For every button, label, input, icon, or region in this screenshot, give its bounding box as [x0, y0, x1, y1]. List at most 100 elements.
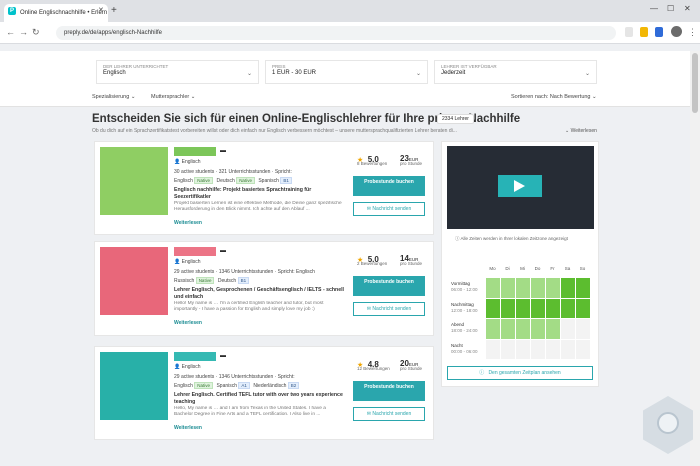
teacher-photo[interactable]: [100, 247, 168, 315]
teacher-photo[interactable]: [100, 147, 168, 215]
rating-value: 5.0: [367, 155, 379, 164]
availability-cell: [516, 278, 530, 298]
time-slot-label: Nachmittag 12:00 - 18:00: [451, 302, 478, 313]
weekday-label: Do: [534, 266, 541, 271]
chevron-down-icon: ⌄: [415, 71, 421, 77]
teacher-name[interactable]: [174, 247, 216, 256]
weekday-label: Mi: [520, 266, 525, 271]
country-flag-icon: ▬: [220, 353, 226, 359]
slot-time: 18:00 - 24:00: [451, 327, 478, 333]
weekday-label: So: [579, 266, 586, 271]
teacher-card[interactable]: ▬ 👤 Englisch 30 active students · 321 Un…: [94, 141, 434, 235]
read-more-link[interactable]: Weiterlesen: [174, 320, 202, 326]
minimize-icon[interactable]: —: [650, 4, 658, 13]
book-trial-button[interactable]: Probestunde buchen: [353, 176, 425, 196]
browser-tab[interactable]: Online Englischnachhilfe • Erlern: [4, 4, 108, 22]
availability-filter[interactable]: Lehrer ist verfügbar Jederzeit ⌄: [434, 60, 597, 84]
languages-list: Russisch Native Deutsch B1: [174, 277, 251, 284]
forward-icon[interactable]: →: [19, 27, 28, 37]
language-name: Englisch: [174, 383, 193, 389]
slot-name: Nachmittag: [451, 302, 474, 307]
availability-cell: [501, 340, 515, 359]
teacher-count-badge: 2334 Lehrer: [437, 114, 474, 124]
teacher-description: Hello! My name is … I'm a certified Engl…: [174, 301, 324, 312]
review-count: 12 Bewertungen: [357, 366, 390, 371]
book-trial-button[interactable]: Probestunde buchen: [353, 381, 425, 401]
availability-cell: [546, 299, 560, 318]
scrollbar[interactable]: [690, 51, 700, 466]
teacher-headline: Lehrer Englisch, Gesprochenen / Geschäft…: [174, 287, 344, 300]
language-level-tag: B1: [280, 177, 292, 184]
teacher-stats: 29 active students · 1346 Unterrichtsstu…: [174, 269, 315, 275]
sort-dropdown[interactable]: Sortieren nach: Nach Bewertung ⌄: [511, 94, 597, 100]
send-message-button[interactable]: ✉ Nachricht senden: [353, 202, 425, 216]
country-flag-icon: ▬: [220, 148, 226, 154]
close-tab-icon[interactable]: ✕: [98, 7, 104, 14]
language-level-tag: Native: [194, 382, 214, 389]
country-flag-icon: ▬: [220, 248, 226, 254]
filter-value: Jederzeit: [441, 70, 466, 76]
rating: ★ 5.0: [357, 249, 379, 267]
language-level-tag: Native: [236, 177, 255, 184]
subject-filter[interactable]: Der Lehrer unterrichtet Englisch ⌄: [96, 60, 259, 84]
maximize-icon[interactable]: ☐: [667, 4, 675, 13]
availability-cell: [486, 319, 500, 339]
teacher-name[interactable]: [174, 147, 216, 156]
availability-cell: [561, 278, 575, 298]
teacher-card[interactable]: ▬ 👤 Englisch 29 active students · 1346 U…: [94, 346, 434, 440]
full-schedule-button[interactable]: ⓘ Den gesamten Zeitplan ansehen: [447, 366, 593, 380]
send-message-button[interactable]: ✉ Nachricht senden: [353, 407, 425, 421]
language-level-tag: B1: [237, 277, 250, 284]
profile-avatar[interactable]: [671, 26, 682, 37]
language-name: Niederländisch: [253, 383, 287, 389]
teacher-headline: Englisch nachhilfe: Projekt basiertes Sp…: [174, 187, 312, 200]
teacher-name[interactable]: [174, 352, 216, 361]
filter-value: Englisch: [103, 70, 126, 76]
book-trial-label: Probestunde buchen: [364, 279, 414, 285]
language-name: Russisch: [174, 278, 195, 284]
slot-name: Vormittag: [451, 281, 471, 286]
languages-list: Englisch Native Deutsch Native Spanisch …: [174, 177, 294, 184]
send-message-button[interactable]: ✉ Nachricht senden: [353, 302, 425, 316]
read-more-link[interactable]: ⌄ Weiterlesen: [565, 128, 597, 134]
availability-cell: [576, 278, 590, 298]
send-message-label: Nachricht senden: [372, 206, 412, 212]
teacher-description: Hello, My name is … and I am from Texas …: [174, 406, 326, 417]
slot-time: 06:00 - 12:00: [451, 286, 478, 292]
price-unit: pro Stunde: [400, 261, 423, 266]
price-value: 20: [400, 359, 409, 368]
teacher-description: Projekt basierten Lernen ist eine effekt…: [174, 201, 342, 212]
send-message-label: Nachricht senden: [372, 306, 412, 312]
read-more-link[interactable]: Weiterlesen: [174, 425, 202, 431]
bookmark-star-icon[interactable]: [625, 27, 633, 37]
scrollbar-thumb[interactable]: [692, 53, 698, 113]
subject-label: 👤 Englisch: [174, 259, 201, 265]
book-trial-button[interactable]: Probestunde buchen: [353, 276, 425, 296]
back-icon[interactable]: ←: [6, 27, 15, 37]
availability-cell: [486, 299, 500, 318]
availability-cell: [516, 299, 530, 318]
stats-text: 30 active students · 321 Unterrichtsstun…: [174, 169, 292, 175]
reload-icon[interactable]: ↻: [32, 27, 40, 37]
extension-icon[interactable]: [640, 27, 648, 37]
language-name: Deutsch: [217, 278, 237, 284]
menu-icon[interactable]: ⋮: [688, 27, 697, 37]
new-tab-icon[interactable]: +: [111, 5, 117, 16]
close-window-icon[interactable]: ✕: [684, 4, 691, 13]
preply-favicon-icon: P: [8, 7, 16, 15]
price-filter[interactable]: Preis 1 EUR - 30 EUR ⌄: [265, 60, 428, 84]
star-icon: ★: [357, 362, 364, 369]
specialization-dropdown[interactable]: Spezialisierung ⌄: [92, 94, 136, 100]
native-speaker-label: Muttersprachler: [151, 94, 190, 100]
availability-cell: [576, 319, 590, 339]
read-more-link[interactable]: Weiterlesen: [174, 220, 202, 226]
address-bar[interactable]: preply.de/de/apps/englisch-Nachhilfe: [56, 26, 616, 40]
book-trial-label: Probestunde buchen: [364, 384, 414, 390]
extension-icon[interactable]: [655, 27, 663, 37]
teacher-photo[interactable]: [100, 352, 168, 420]
filter-label: Der Lehrer unterrichtet: [103, 64, 169, 69]
native-speaker-dropdown[interactable]: Muttersprachler ⌄: [151, 94, 196, 100]
teacher-card[interactable]: ▬ 👤 Englisch 29 active students · 1346 U…: [94, 241, 434, 336]
subject-label: 👤 Englisch: [174, 159, 201, 165]
rating-value: 4.8: [367, 360, 379, 369]
